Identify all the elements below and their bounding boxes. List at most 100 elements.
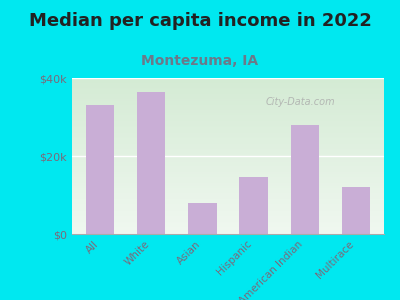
Bar bbox=[72, 161, 384, 162]
Bar bbox=[72, 125, 384, 126]
Bar bbox=[72, 197, 384, 198]
Bar bbox=[72, 180, 384, 181]
Bar bbox=[72, 169, 384, 170]
Bar bbox=[72, 138, 384, 139]
Bar bbox=[72, 94, 384, 95]
Bar bbox=[342, 187, 370, 234]
Bar bbox=[72, 189, 384, 190]
Bar bbox=[72, 181, 384, 182]
Bar bbox=[72, 177, 384, 178]
Bar bbox=[72, 144, 384, 145]
Bar bbox=[72, 185, 384, 186]
Bar bbox=[72, 154, 384, 155]
Bar bbox=[72, 168, 384, 169]
Bar bbox=[72, 167, 384, 168]
Bar bbox=[72, 81, 384, 82]
Bar bbox=[72, 217, 384, 218]
Bar bbox=[72, 200, 384, 201]
Bar bbox=[72, 184, 384, 185]
Bar bbox=[72, 194, 384, 195]
Bar bbox=[72, 100, 384, 101]
Bar bbox=[72, 93, 384, 94]
Bar bbox=[72, 220, 384, 221]
Bar bbox=[72, 128, 384, 129]
Bar bbox=[72, 141, 384, 142]
Bar bbox=[72, 116, 384, 117]
Bar bbox=[72, 88, 384, 89]
Bar bbox=[72, 86, 384, 87]
Bar bbox=[72, 112, 384, 113]
Bar bbox=[72, 135, 384, 136]
Bar bbox=[72, 122, 384, 123]
Bar bbox=[72, 162, 384, 163]
Bar bbox=[72, 103, 384, 104]
Bar bbox=[72, 203, 384, 204]
Bar bbox=[72, 121, 384, 122]
Bar bbox=[72, 145, 384, 146]
Bar bbox=[72, 90, 384, 91]
Bar bbox=[72, 119, 384, 120]
Bar bbox=[72, 198, 384, 199]
Bar bbox=[72, 143, 384, 144]
Bar bbox=[72, 106, 384, 107]
Bar bbox=[72, 163, 384, 164]
Bar bbox=[72, 221, 384, 222]
Text: Median per capita income in 2022: Median per capita income in 2022 bbox=[28, 12, 372, 30]
Bar bbox=[72, 131, 384, 132]
Bar bbox=[72, 113, 384, 114]
Bar bbox=[72, 225, 384, 226]
Bar bbox=[137, 92, 165, 234]
Bar bbox=[72, 107, 384, 108]
Bar bbox=[72, 202, 384, 203]
Bar bbox=[72, 206, 384, 207]
Bar bbox=[72, 160, 384, 161]
Bar bbox=[72, 231, 384, 232]
Bar bbox=[72, 182, 384, 183]
Bar bbox=[72, 188, 384, 189]
Bar bbox=[72, 230, 384, 231]
Bar bbox=[72, 110, 384, 111]
Bar bbox=[72, 227, 384, 228]
Bar bbox=[72, 82, 384, 83]
Bar bbox=[72, 179, 384, 180]
Bar bbox=[72, 142, 384, 143]
Text: Montezuma, IA: Montezuma, IA bbox=[142, 54, 258, 68]
Text: City-Data.com: City-Data.com bbox=[266, 97, 335, 107]
Bar bbox=[72, 158, 384, 159]
Bar bbox=[72, 171, 384, 172]
Bar bbox=[72, 95, 384, 96]
Bar bbox=[72, 104, 384, 105]
Bar bbox=[72, 205, 384, 206]
Bar bbox=[72, 153, 384, 154]
Bar bbox=[72, 134, 384, 135]
Bar bbox=[72, 178, 384, 179]
Bar bbox=[72, 108, 384, 109]
Bar bbox=[72, 146, 384, 147]
Bar bbox=[72, 204, 384, 205]
Bar bbox=[72, 215, 384, 216]
Bar bbox=[72, 96, 384, 97]
Bar bbox=[72, 186, 384, 187]
Bar bbox=[72, 207, 384, 208]
Bar bbox=[72, 164, 384, 165]
Bar bbox=[72, 213, 384, 214]
Bar bbox=[72, 224, 384, 225]
Bar bbox=[72, 115, 384, 116]
Bar bbox=[72, 78, 384, 79]
Bar bbox=[72, 218, 384, 219]
Bar bbox=[72, 137, 384, 138]
Bar bbox=[72, 150, 384, 151]
Bar bbox=[72, 118, 384, 119]
Bar bbox=[72, 183, 384, 184]
Bar bbox=[72, 219, 384, 220]
Bar bbox=[72, 123, 384, 124]
Bar bbox=[72, 226, 384, 227]
Bar bbox=[72, 132, 384, 133]
Bar bbox=[72, 149, 384, 150]
Bar bbox=[72, 222, 384, 223]
Bar bbox=[72, 105, 384, 106]
Bar bbox=[72, 111, 384, 112]
Bar bbox=[72, 101, 384, 102]
Bar bbox=[72, 87, 384, 88]
Bar bbox=[72, 232, 384, 233]
